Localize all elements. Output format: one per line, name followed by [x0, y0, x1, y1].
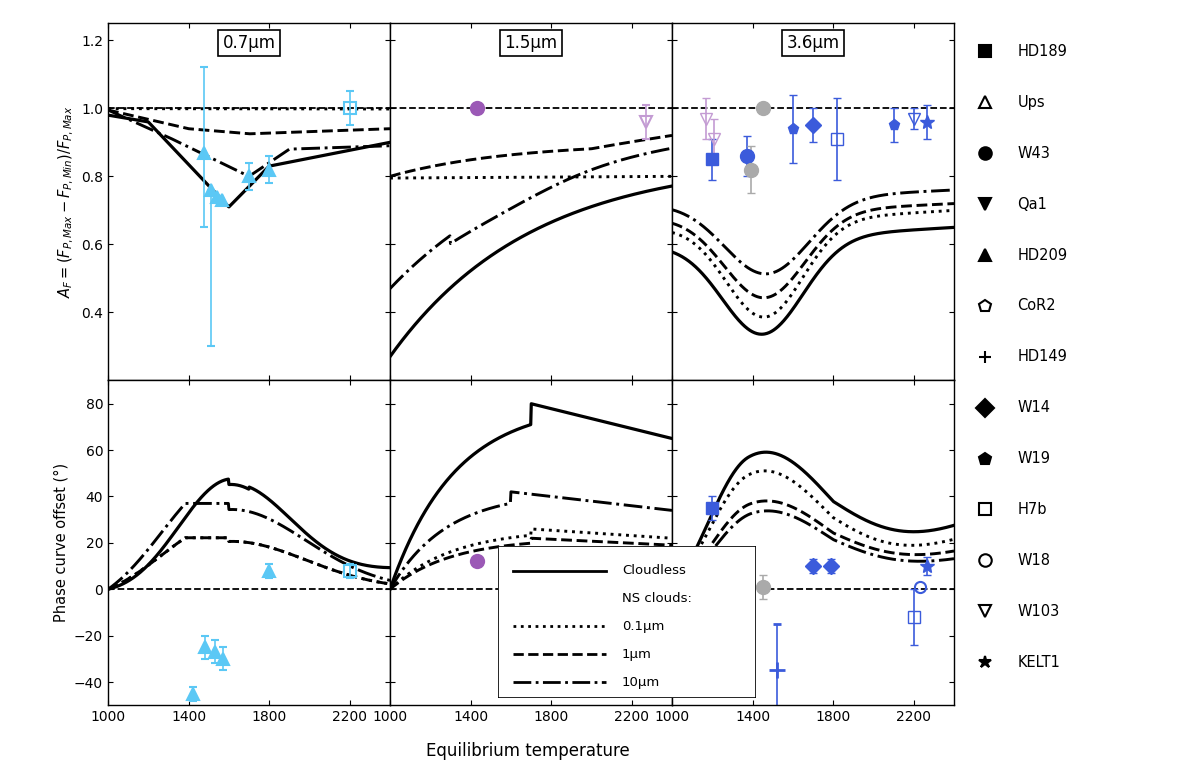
FancyBboxPatch shape — [498, 546, 756, 698]
Text: 10μm: 10μm — [622, 676, 660, 689]
Text: 0.1μm: 0.1μm — [622, 620, 665, 633]
Text: 3.6μm: 3.6μm — [786, 34, 840, 52]
Text: HD189: HD189 — [1018, 44, 1067, 59]
Y-axis label: $A_F=(F_{P,Max}-F_{P,Min})/F_{P,Max}$: $A_F=(F_{P,Max}-F_{P,Min})/F_{P,Max}$ — [56, 105, 76, 298]
Text: Qa1: Qa1 — [1018, 197, 1048, 212]
Text: H7b: H7b — [1018, 502, 1046, 517]
Text: W43: W43 — [1018, 146, 1050, 160]
Text: NS clouds:: NS clouds: — [622, 592, 691, 605]
Y-axis label: Phase curve offset (°): Phase curve offset (°) — [54, 463, 68, 622]
Text: W19: W19 — [1018, 451, 1050, 466]
Text: Ups: Ups — [1018, 95, 1045, 110]
Text: W14: W14 — [1018, 400, 1050, 415]
Text: CoR2: CoR2 — [1018, 298, 1056, 313]
Text: 0.7μm: 0.7μm — [222, 34, 276, 52]
Text: 1μm: 1μm — [622, 648, 652, 661]
Text: W103: W103 — [1018, 604, 1060, 618]
Text: Equilibrium temperature: Equilibrium temperature — [426, 742, 630, 760]
Text: KELT1: KELT1 — [1018, 655, 1061, 670]
Text: Cloudless: Cloudless — [622, 564, 685, 577]
Text: 1.5μm: 1.5μm — [504, 34, 558, 52]
Text: HD209: HD209 — [1018, 247, 1068, 263]
Text: HD149: HD149 — [1018, 350, 1067, 364]
Text: W18: W18 — [1018, 553, 1050, 568]
